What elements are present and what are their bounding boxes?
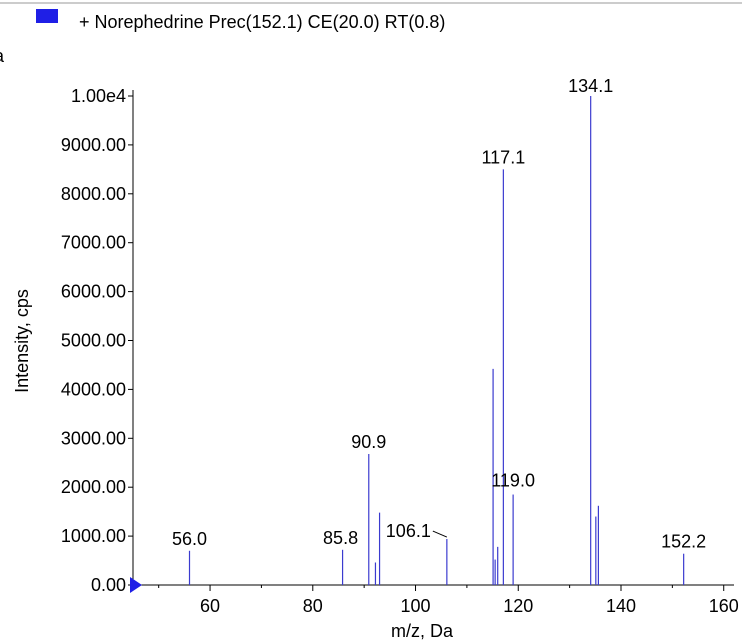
spectrum-peaks — [188, 96, 685, 585]
y-tick-label: 1000.00 — [61, 526, 126, 546]
legend-label: + Norephedrine Prec(152.1) CE(20.0) RT(0… — [79, 12, 445, 32]
peak-label: 85.8 — [323, 528, 358, 548]
x-axis-title: m/z, Da — [391, 621, 454, 641]
peak-labels: 56.0 85.8 90.9 106.1 117.1 119.0 134.1 152.2 — [172, 76, 706, 552]
y-tick-label: 9000.00 — [61, 135, 126, 155]
legend: + Norephedrine Prec(152.1) CE(20.0) RT(0… — [36, 9, 445, 32]
y-tick-label: 2000.00 — [61, 477, 126, 497]
peak-label-leader — [432, 530, 448, 538]
y-tick-label: 7000.00 — [61, 233, 126, 253]
y-ticks: 0.00 1000.00 2000.00 3000.00 4000.00 5000.00 6… — [61, 86, 133, 595]
y-tick-label: 4000.00 — [61, 379, 126, 399]
axes — [132, 90, 734, 586]
y-axis-title: Intensity, cps — [12, 289, 32, 393]
x-tick-label: 160 — [709, 596, 739, 616]
baseline-marker-icon — [130, 577, 142, 593]
x-tick-label: 60 — [200, 596, 220, 616]
peak-label: 134.1 — [568, 76, 613, 96]
y-tick-label: 6000.00 — [61, 282, 126, 302]
x-tick-label: 140 — [606, 596, 636, 616]
x-tick-label: 100 — [400, 596, 430, 616]
x-tick-label: 80 — [303, 596, 323, 616]
x-ticks: 60 80 100 120 140 160 — [158, 585, 739, 616]
peak-label: 56.0 — [172, 529, 207, 549]
peak-label: 106.1 — [386, 521, 431, 541]
peak-label: 152.2 — [661, 532, 706, 552]
legend-swatch — [36, 9, 58, 23]
y-tick-label: 1.00e4 — [71, 86, 126, 106]
panel-label: a — [0, 46, 5, 66]
y-tick-label: 0.00 — [91, 575, 126, 595]
y-tick-label: 8000.00 — [61, 184, 126, 204]
y-tick-label: 5000.00 — [61, 331, 126, 351]
peak-label: 119.0 — [491, 471, 535, 491]
x-tick-label: 120 — [503, 596, 533, 616]
peak-label: 117.1 — [482, 147, 526, 167]
y-tick-label: 3000.00 — [61, 428, 126, 448]
peak-label: 90.9 — [351, 432, 386, 452]
